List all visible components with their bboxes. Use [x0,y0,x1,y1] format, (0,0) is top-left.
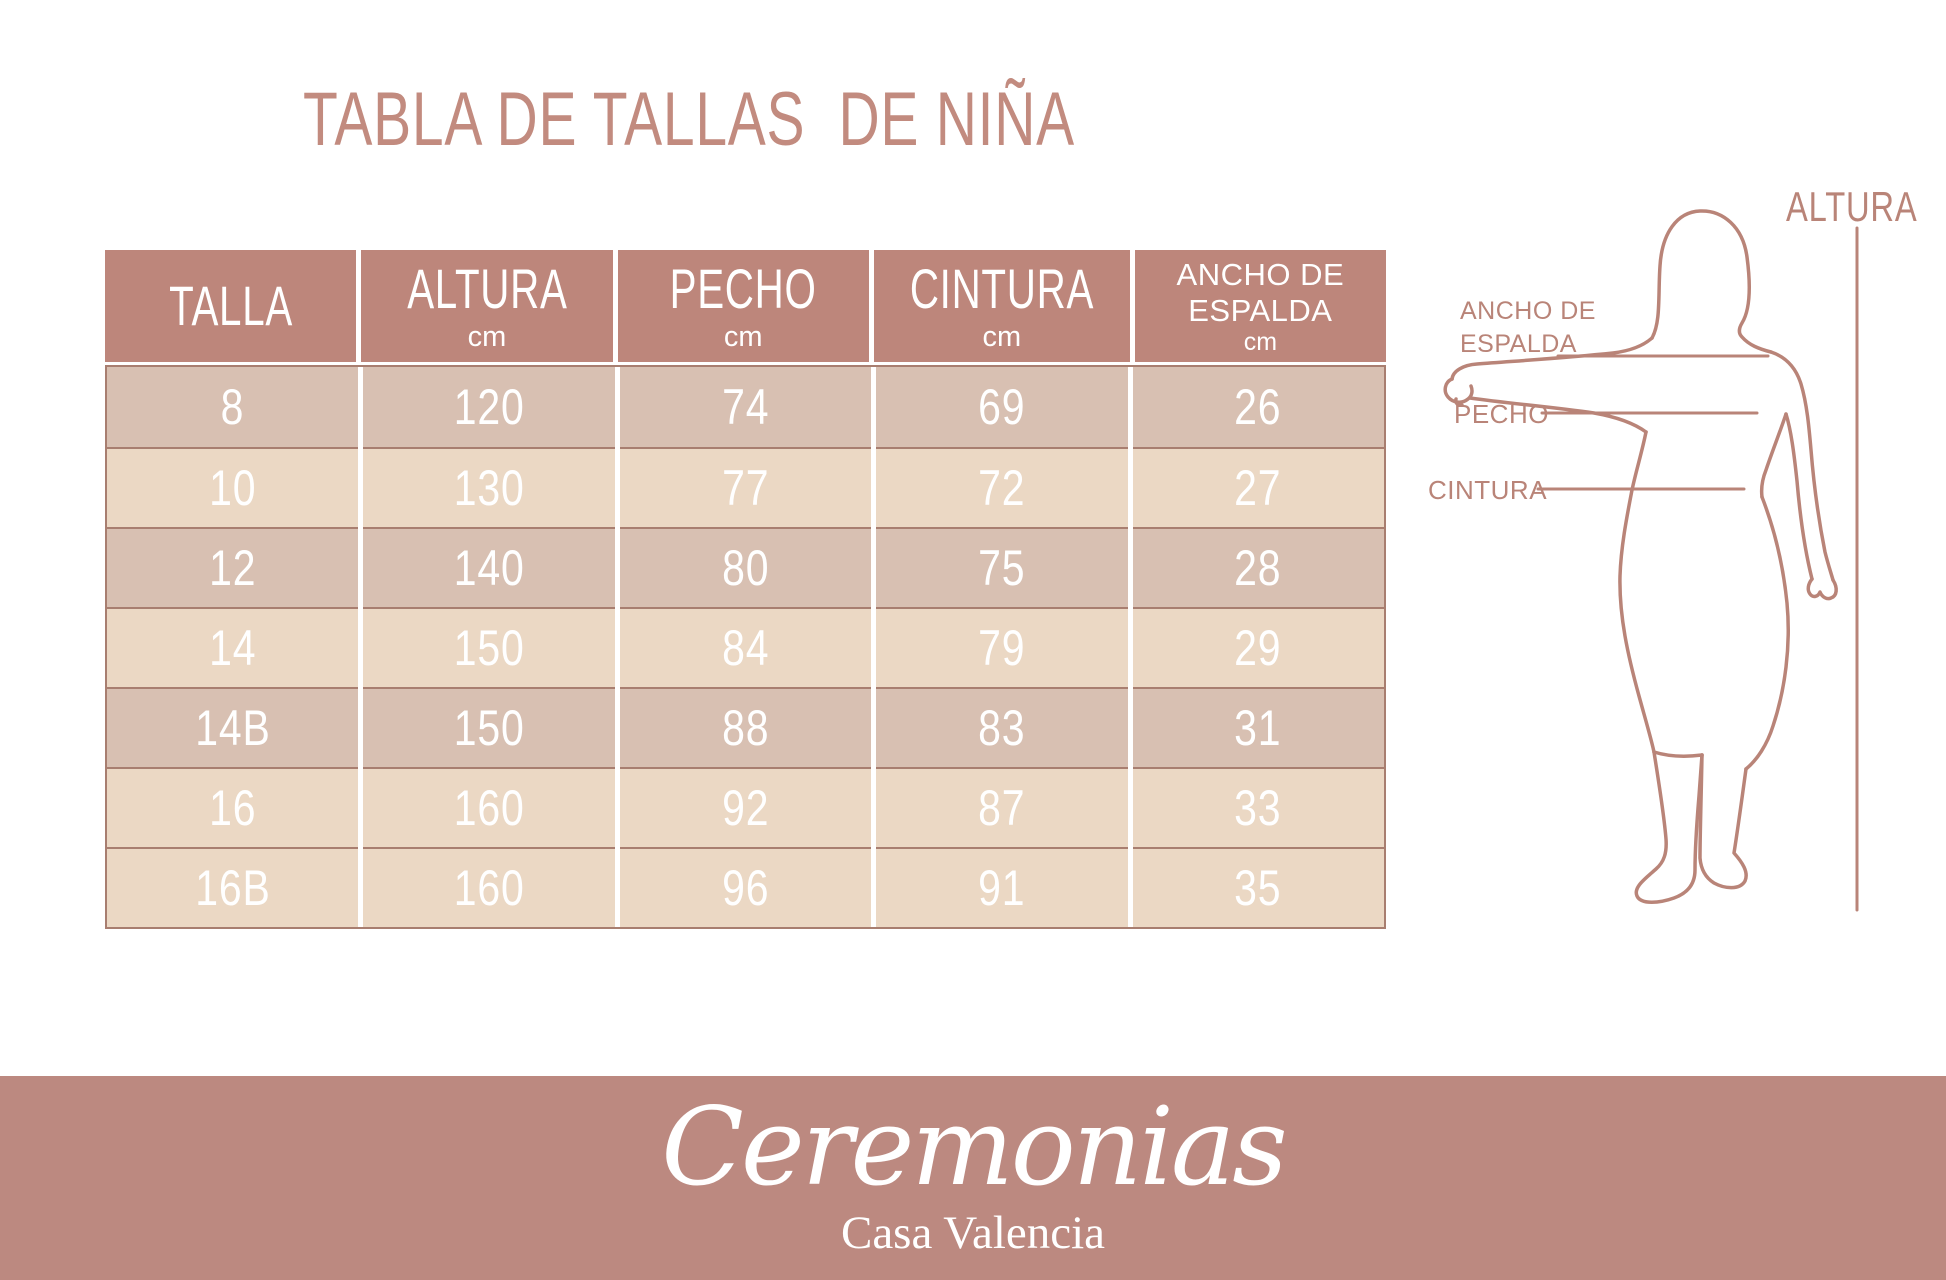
figure-right-torso [1759,412,1788,499]
cell-talla: 14B [107,687,359,767]
table-row: 14 150 84 79 29 [107,607,1384,687]
altura-label: ALTURA [1786,183,1918,230]
col-header-label: ALTURA [406,256,568,320]
figure-right-arm-inner [1784,412,1814,581]
cell-cintura: 83 [876,687,1128,767]
col-header-ancho-espalda: ANCHO DE ESPALDA cm [1134,250,1386,362]
figure-right-skirt [1744,495,1790,771]
cell-altura: 160 [363,767,615,847]
brand-logo-script: Ceremonias [661,1085,1287,1210]
cell-ancho: 27 [1132,447,1384,527]
cell-cintura: 69 [876,367,1128,447]
cell-cintura: 72 [876,447,1128,527]
pecho-label: PECHO [1454,399,1549,429]
cell-pecho: 84 [619,607,872,687]
col-header-unit: cm [467,320,507,353]
ancho-espalda-label: ANCHO DE ESPALDA [1460,297,1596,358]
page-title: TABLA DE TALLAS DE NIÑA [303,77,1075,162]
cell-altura: 120 [363,367,615,447]
cell-ancho: 29 [1132,607,1384,687]
cell-pecho: 74 [619,367,872,447]
cell-altura: 150 [363,607,615,687]
col-header-unit: cm [982,320,1022,353]
cell-talla: 14 [107,607,359,687]
cell-ancho: 33 [1132,767,1384,847]
cell-cintura: 75 [876,527,1128,607]
figure-left-side [1618,430,1704,904]
cell-pecho: 80 [619,527,872,607]
cell-pecho: 77 [619,447,872,527]
table-row: 12 140 80 75 28 [107,527,1384,607]
col-header-label: CINTURA [909,256,1094,320]
size-table: TALLA ALTURA cm PECHO cm CINTURA cm ANCH… [105,250,1386,929]
col-header-unit: cm [723,320,763,353]
cell-talla: 16 [107,767,359,847]
figure-hand [1443,377,1474,407]
figure-skirt-hem [1652,750,1704,758]
size-table-body: 8 120 74 69 26 10 130 77 72 27 12 140 80… [105,365,1386,929]
table-row: 8 120 74 69 26 [107,367,1384,447]
col-header-unit: cm [1243,327,1278,356]
cell-pecho: 96 [619,847,872,927]
brand-logo-subtitle: Casa Valencia [840,1207,1106,1259]
cell-pecho: 88 [619,687,872,767]
cell-talla: 16B [107,847,359,927]
col-header-label: ANCHO DE ESPALDA [1176,257,1345,328]
cell-talla: 12 [107,527,359,607]
cell-pecho: 92 [619,767,872,847]
figure-arm-top [1450,336,1654,381]
table-row: 14B 150 88 83 31 [107,687,1384,767]
figure-right-arm [1769,350,1835,582]
cell-altura: 140 [363,527,615,607]
cell-cintura: 87 [876,767,1128,847]
size-table-header: TALLA ALTURA cm PECHO cm CINTURA cm ANCH… [105,250,1386,362]
col-header-label: PECHO [669,256,817,320]
brand-footer: Ceremonias Casa Valencia [0,1076,1946,1280]
table-row: 10 130 77 72 27 [107,447,1384,527]
col-header-label: TALLA [168,273,293,337]
cell-cintura: 79 [876,607,1128,687]
cell-altura: 150 [363,687,615,767]
cell-ancho: 26 [1132,367,1384,447]
figure-right-hand [1806,577,1838,601]
col-header-cintura: CINTURA cm [873,250,1130,362]
cell-ancho: 28 [1132,527,1384,607]
cell-altura: 160 [363,847,615,927]
cell-altura: 130 [363,447,615,527]
table-row: 16 160 92 87 33 [107,767,1384,847]
col-header-altura: ALTURA cm [361,250,613,362]
col-header-pecho: PECHO cm [617,250,869,362]
cell-ancho: 35 [1132,847,1384,927]
cell-cintura: 91 [876,847,1128,927]
cintura-label: CINTURA [1428,475,1548,505]
figure-right-leg [1698,753,1748,890]
girl-figure-illustration [1443,209,1859,912]
cell-ancho: 31 [1132,687,1384,767]
table-row: 16B 160 96 91 35 [107,847,1384,927]
col-header-talla: TALLA [105,250,357,362]
figure-head-outline [1650,209,1773,354]
cell-talla: 10 [107,447,359,527]
cell-talla: 8 [107,367,359,447]
